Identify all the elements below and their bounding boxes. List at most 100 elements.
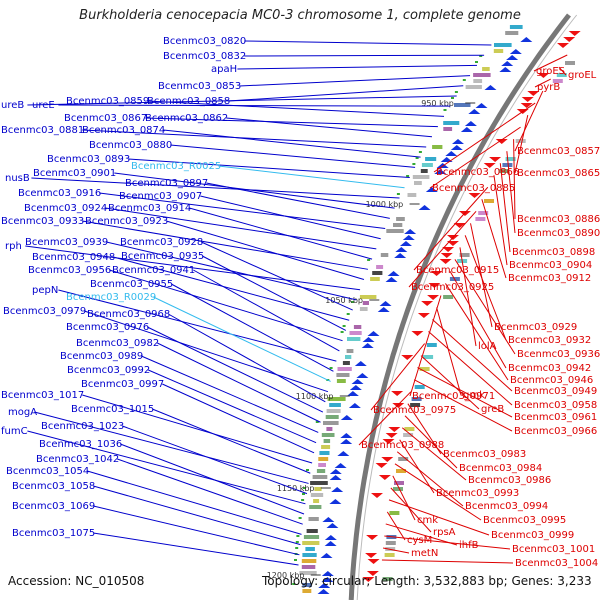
left-gene-label: Bcenmc03_0997 [81,379,164,390]
left-leader-line [114,172,395,209]
left-gene-label: Bcenmc03_0956 [28,265,111,276]
reverse-gene-arrow [334,463,347,468]
left-leader-line [168,313,326,403]
left-gene-label: fumC [1,426,28,437]
right-leader-line [396,451,464,507]
cog-block [329,403,341,407]
left-leader-line [148,369,317,444]
gc-skew-mark [295,547,299,549]
left-leader-line [228,85,464,102]
left-leader-line [99,192,386,230]
right-gene-label: lolA [478,341,497,352]
left-leader-line [82,220,369,270]
cog-block [321,445,331,449]
right-gene-label: Bcenmc03_0999 [491,530,574,541]
left-leader-line [93,532,299,566]
right-leader-line [470,223,493,328]
accession-text: Accession: NC_010508 [8,574,145,588]
left-leader-line [58,104,451,107]
reverse-gene-arrow [331,487,344,492]
cog-block [302,541,320,545]
left-leader-line [163,129,421,158]
gc-skew-mark [418,151,422,153]
right-leader-line [409,295,442,397]
gc-skew-mark [406,175,410,177]
forward-gene-arrow [453,223,466,228]
left-gene-label: Bcenmc03_0862 [145,113,228,124]
cog-block [302,583,312,587]
cog-block [403,433,414,437]
left-leader-line [162,383,315,454]
gc-skew-mark [302,493,305,495]
right-leader-line [381,559,514,564]
left-leader-line [193,269,340,352]
reverse-gene-arrow [440,157,453,162]
left-gene-label: Bcenmc03_0976 [66,322,149,333]
right-leader-line [408,210,477,288]
cog-block [376,265,384,269]
right-gene-label: Bcenmc03_0866 [436,167,519,178]
cog-block [398,457,409,461]
left-leader-line [206,182,390,219]
right-leader-line [514,90,544,152]
cog-block [353,325,362,329]
cog-block [484,199,494,203]
left-gene-label: Bcenmc03_0955 [90,279,173,290]
gc-skew-mark [301,499,305,501]
forward-gene-arrow [556,43,569,48]
cog-block [410,403,421,407]
gc-skew-mark [479,55,483,57]
cog-block [370,277,380,281]
left-leader-line [58,289,337,362]
left-gene-label: Bcenmc03_0907 [119,191,202,202]
cog-block [556,73,567,77]
cog-block [323,439,331,443]
gc-skew-mark [295,541,299,543]
gc-skew-mark [303,487,306,489]
left-leader-line [166,220,365,280]
reverse-gene-arrow [450,145,463,150]
forward-gene-arrow [381,457,394,462]
reverse-gene-arrow [326,523,339,528]
cog-block [432,145,443,149]
reverse-gene-arrow [340,415,353,420]
backbone-arc [348,13,571,600]
cog-block [396,217,405,221]
right-leader-line [394,463,482,521]
scale-tick-label: 1100 kbp [296,392,334,401]
reverse-gene-arrow [318,583,331,588]
cog-block [465,85,482,89]
left-gene-label: Bcenmc03_0979 [3,306,86,317]
reverse-gene-arrow [351,379,364,384]
left-leader-line [244,40,492,46]
right-gene-label: Bcenmc03_1004 [515,558,598,569]
left-gene-label: Bcenmc03_1054 [6,466,89,477]
cog-block [411,397,422,401]
cog-block [380,253,389,257]
topology-text: Topology: circular; Length: 3,532,883 bp… [262,574,592,588]
forward-gene-arrow [439,259,452,264]
left-gene-label: Bcenmc03_0893 [47,154,130,165]
cog-block [478,211,489,215]
right-leader-line [386,511,406,541]
cog-block [342,361,350,365]
left-leader-line [31,177,400,199]
left-leader-line [200,195,381,240]
right-gene-label: Bcenmc03_0994 [465,501,548,512]
gc-skew-mark [367,259,371,261]
left-gene-label: Bcenmc03_0928 [120,237,203,248]
left-gene-label: Bcenmc03_0874 [82,125,165,136]
left-gene-label: Bcenmc03_0982 [76,338,159,349]
right-gene-label: Bcenmc03_0886 [517,214,600,225]
cog-block [347,337,361,341]
right-gene-label: cmk [417,515,438,526]
cog-block [494,43,512,47]
left-gene-label: Bcenmc03_R0025 [131,161,221,172]
right-leader-line [445,283,509,381]
forward-gene-arrow [468,193,481,198]
right-gene-label: Bcenmc03_0986 [468,475,551,486]
left-gene-label: Bcenmc03_0924 [24,203,107,214]
cog-block [473,73,491,77]
backbone-inner-line [356,14,578,600]
gc-skew-mark [412,163,416,165]
